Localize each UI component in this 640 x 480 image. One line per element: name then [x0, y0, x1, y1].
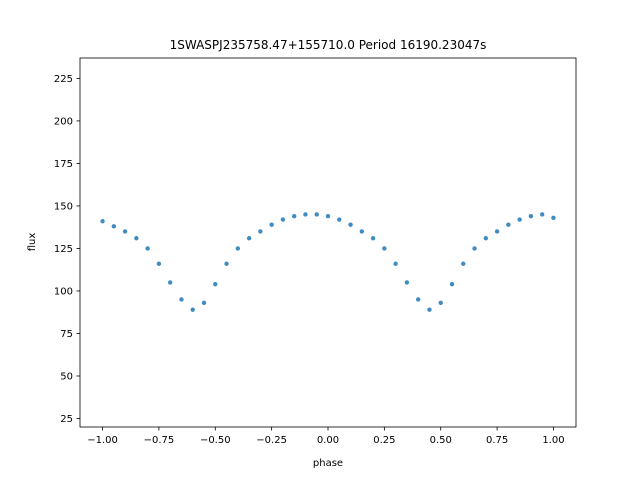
data-point [359, 229, 365, 234]
data-point [314, 212, 319, 217]
data-point [303, 212, 308, 217]
data-point [528, 213, 534, 219]
x-axis-label: phase [313, 458, 343, 469]
data-point [235, 246, 241, 251]
data-point [134, 236, 139, 241]
data-point [145, 246, 150, 251]
data-point [506, 222, 511, 227]
data-point [337, 217, 342, 222]
x-tick-label: 0.75 [486, 435, 508, 446]
y-tick-label: 225 [54, 74, 73, 85]
x-tick-label: −1.00 [87, 435, 118, 446]
data-point [167, 280, 173, 285]
y-tick-label: 150 [54, 201, 73, 212]
data-point [201, 300, 207, 306]
data-point [483, 236, 489, 241]
data-point [190, 307, 195, 312]
data-point [370, 236, 376, 241]
data-point [382, 246, 387, 251]
data-point [122, 229, 128, 234]
data-point [224, 261, 229, 266]
data-point [156, 261, 162, 266]
x-tick-label: 0.25 [373, 435, 395, 446]
y-tick-label: 200 [54, 116, 73, 127]
y-tick-label: 50 [60, 371, 73, 382]
y-tick-label: 25 [60, 414, 73, 425]
y-tick-label: 100 [54, 286, 73, 297]
data-point [393, 261, 398, 266]
data-point [111, 224, 117, 229]
data-point [246, 236, 252, 241]
x-tick-label: −0.25 [256, 435, 287, 446]
data-point [269, 222, 274, 227]
data-points [100, 212, 556, 312]
data-point [449, 281, 455, 287]
data-point [348, 222, 353, 227]
data-point [517, 217, 522, 222]
x-tick-label: −0.75 [144, 435, 175, 446]
data-point [494, 229, 500, 234]
y-tick-label: 175 [54, 159, 73, 170]
data-point [291, 213, 297, 219]
x-tick-label: −0.50 [200, 435, 231, 446]
data-point [415, 297, 421, 302]
data-point [438, 300, 443, 306]
data-point [461, 261, 466, 266]
x-tick-label: 1.00 [542, 435, 564, 446]
y-axis: 25 50 75 100 125 150 175 200 225 [54, 74, 80, 425]
x-tick-label: 0.00 [317, 435, 339, 446]
data-point [551, 215, 556, 221]
data-point [325, 213, 331, 219]
data-point [472, 246, 477, 251]
chart-title: 1SWASPJ235758.47+155710.0 Period 16190.2… [170, 38, 487, 52]
y-tick-label: 125 [54, 244, 73, 255]
y-axis-label: flux [27, 233, 38, 252]
data-point [539, 212, 545, 217]
data-point [213, 281, 218, 287]
data-point [100, 219, 105, 224]
data-point [280, 217, 286, 222]
data-point [404, 280, 410, 285]
x-axis: −1.00 −0.75 −0.50 −0.25 0.00 0.25 0.50 0.75 1.00 [87, 427, 565, 446]
data-point [258, 229, 263, 234]
data-point [427, 307, 432, 312]
plot-frame [79, 57, 577, 428]
y-tick-label: 75 [60, 329, 73, 340]
data-point [179, 297, 184, 302]
x-tick-label: 0.50 [430, 435, 452, 446]
